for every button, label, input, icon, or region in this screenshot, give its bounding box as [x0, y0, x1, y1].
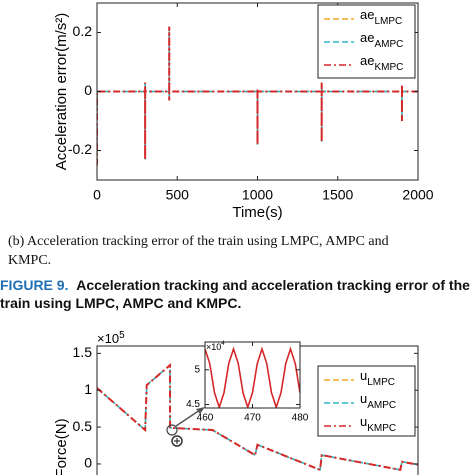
- legend-name: ae: [360, 30, 374, 45]
- figure-caption-line: train using LMPC, AMPC and KMPC.: [0, 295, 242, 311]
- legend-label: aeLMPC: [360, 7, 402, 26]
- x-axis-label: Time(s): [232, 204, 282, 221]
- figure-label: FIGURE 9.: [0, 277, 69, 293]
- multiplier-exponent: 5: [119, 330, 125, 341]
- legend-label: aeKMPC: [360, 53, 403, 72]
- legend-subscript: LMPC: [367, 377, 395, 388]
- multiplier-exponent: 4: [221, 341, 225, 347]
- legend-subscript: KMPC: [374, 62, 403, 73]
- series-line: [205, 346, 300, 408]
- legend-subscript: AMPC: [367, 400, 396, 411]
- legend-name: u: [360, 414, 367, 429]
- zoom-circle: [166, 424, 178, 436]
- legend-box: [317, 365, 416, 437]
- chart: -0.2 0 0.2 0 500 1000 1500 2000 Time(s) Accelerat…: [53, 2, 434, 221]
- x-tick-label: 470: [244, 413, 261, 424]
- figure-caption-text: Acceleration tracking and acceleration t…: [76, 277, 470, 293]
- y-multiplier: ×105: [97, 330, 125, 347]
- y-tick-label: 4.5: [186, 399, 200, 410]
- legend-subscript: KMPC: [367, 423, 396, 434]
- y-axis-label: Acceleration error(m/s²): [53, 13, 70, 171]
- legend-name: u: [360, 391, 367, 406]
- legend-label: uKMPC: [360, 414, 396, 433]
- x-tick-label: 0: [93, 187, 101, 203]
- subcaption-line: KMPC.: [8, 253, 52, 268]
- legend-name: u: [360, 368, 367, 383]
- magnifier-plus: [174, 438, 180, 444]
- figure-caption-line: FIGURE 9. Acceleration tracking and acce…: [0, 277, 474, 293]
- multiplier-base: ×10: [97, 331, 119, 346]
- legend-subscript: AMPC: [374, 39, 403, 50]
- subcaption-line: (b) Acceleration tracking error of the t…: [8, 234, 389, 249]
- x-tick-label: 460: [197, 413, 214, 424]
- legend-label: uLMPC: [360, 368, 395, 387]
- legend-name: ae: [360, 7, 374, 22]
- legend-label: aeAMPC: [360, 30, 403, 49]
- zoom-annotation: [166, 407, 205, 447]
- y-tick-label: 5: [194, 364, 200, 375]
- y-tick-label: 0.5: [73, 418, 93, 434]
- series-line: [97, 26, 418, 166]
- y-tick-label: 1.5: [73, 344, 93, 360]
- multiplier-base: ×10: [206, 342, 221, 352]
- y-tick-label: 0.2: [73, 23, 93, 39]
- y-tick-label: 0: [84, 455, 92, 471]
- y-tick-label: 1: [84, 381, 92, 397]
- chart: 4.5 5 460 470 480 ×104: [186, 341, 309, 424]
- series-line: [97, 362, 418, 472]
- legend-name: ae: [360, 53, 374, 68]
- y-axis-label: Force(N): [53, 418, 70, 475]
- legend-subscript: LMPC: [374, 16, 402, 27]
- x-tick-label: 1000: [242, 187, 273, 203]
- x-tick-label: 480: [292, 413, 309, 424]
- x-tick-label: 2000: [402, 187, 433, 203]
- x-tick-label: 500: [166, 187, 190, 203]
- y-multiplier: ×104: [206, 341, 225, 353]
- y-tick-label: -0.2: [68, 141, 92, 157]
- zoom-arrowhead: [196, 407, 205, 414]
- x-tick-label: 1500: [322, 187, 353, 203]
- legend-label: uAMPC: [360, 391, 396, 410]
- y-tick-label: 0: [84, 82, 92, 98]
